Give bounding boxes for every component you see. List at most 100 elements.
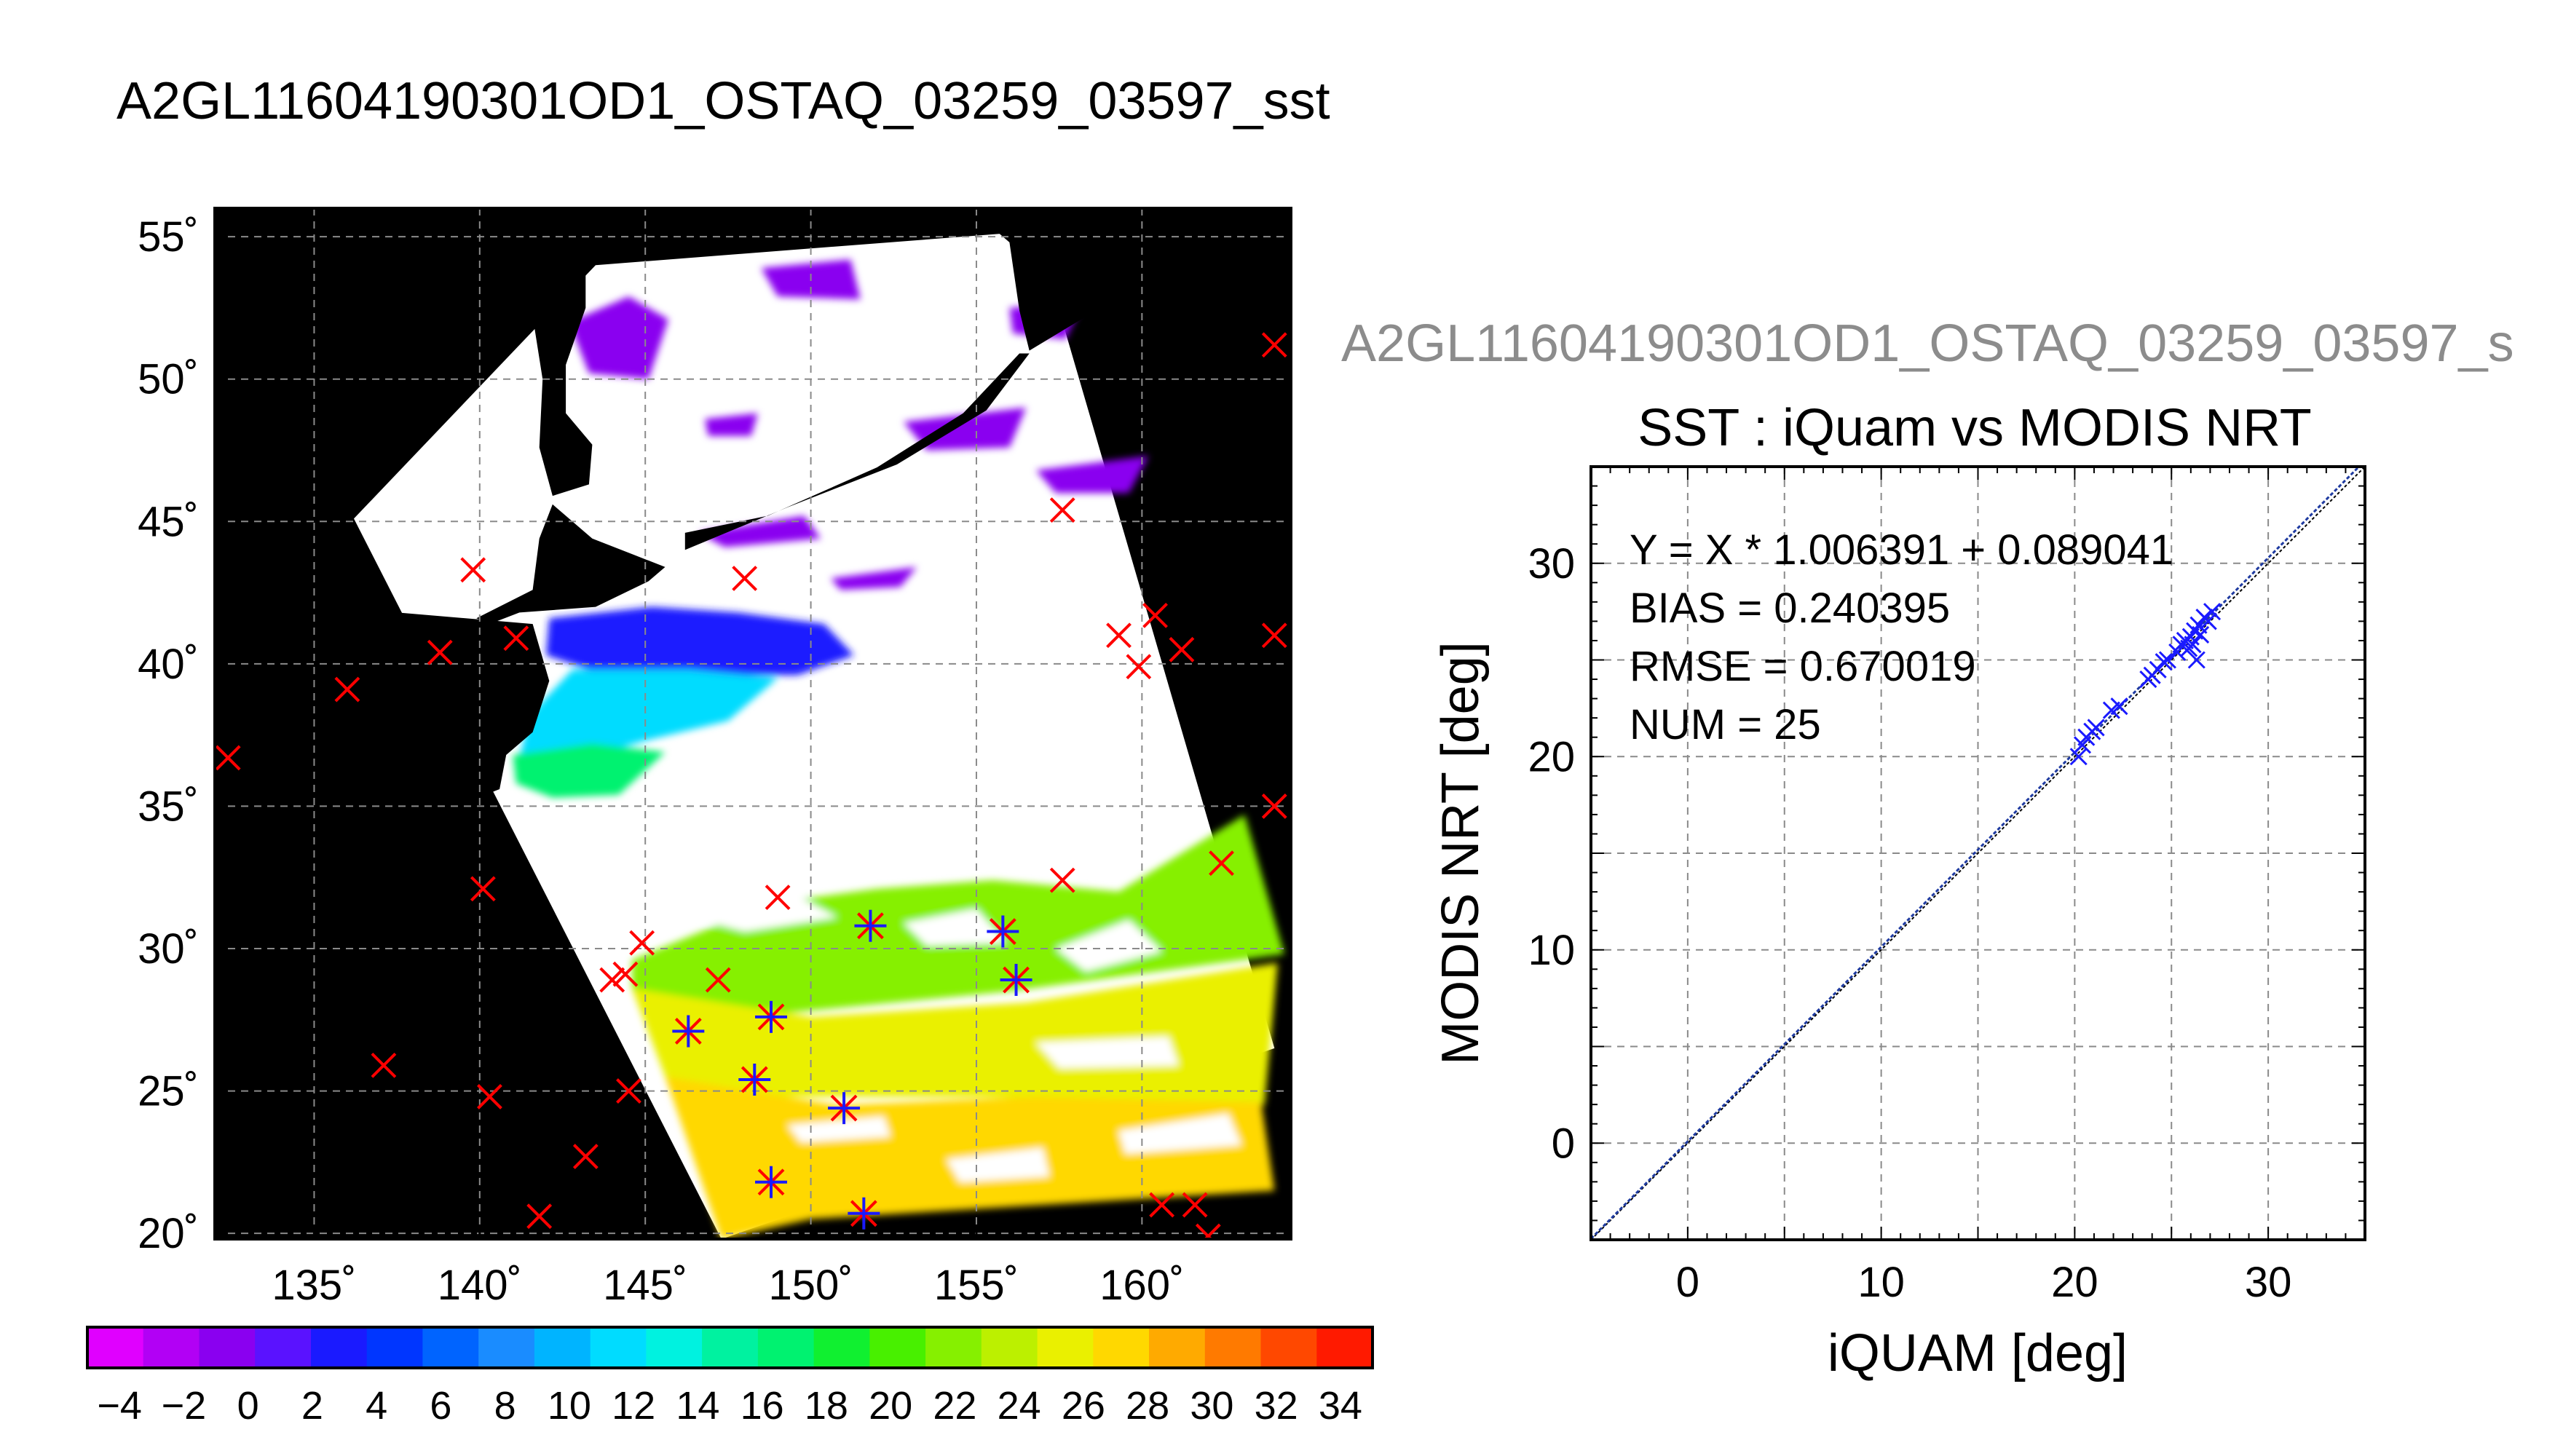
sst-region-southern-band-0	[632, 962, 1278, 1106]
unmatched-buoy-marker	[1261, 622, 1287, 649]
lat-tick-label: 40˚	[138, 641, 199, 688]
lon-tick-label: 140˚	[438, 1262, 522, 1309]
unmatched-buoy-marker	[1261, 794, 1287, 819]
cloud-patch-6	[1118, 1113, 1241, 1154]
sst-region-kuril-patches-3	[830, 566, 917, 590]
unmatched-buoy-marker	[629, 930, 655, 956]
colorbar-tick-label: 26	[1062, 1384, 1105, 1428]
sst-region-okhotsk-sea-ice-edge-0	[569, 296, 668, 379]
longitude-labels: 135˚ 140˚ 145˚ 150˚ 155˚ 160˚	[272, 1262, 1184, 1309]
colorbar-cells	[87, 1327, 1373, 1368]
colorbar-frame	[86, 1326, 1374, 1369]
latitude-labels: 20˚ 25˚ 30˚ 35˚ 40˚ 45˚ 50˚ 55˚	[138, 213, 199, 1257]
land-honshu	[331, 606, 550, 826]
colorbar-tick-label: 16	[741, 1384, 784, 1428]
scatter-x-tick-label: 20	[2051, 1259, 2098, 1306]
unmatched-buoy-marker	[1106, 622, 1132, 649]
map-axis-ticks	[215, 235, 1143, 1239]
colorbar-tick-label: 6	[430, 1384, 451, 1428]
unmatched-buoy-marker	[470, 876, 496, 902]
land-kamchatka	[969, 208, 1159, 351]
land-hokkaido	[476, 504, 666, 625]
colorbar-tick-label: 0	[237, 1384, 259, 1428]
lon-tick-label: 150˚	[769, 1262, 853, 1309]
unmatched-buoy-marker	[526, 1203, 553, 1230]
colorbar: −4 −2 0 2 4 6 8 10 12 14 16 18 20 22 24 26 28 30 32 34	[86, 1326, 1374, 1428]
colorbar-tick-label: 32	[1255, 1384, 1298, 1428]
lat-tick-label: 45˚	[138, 498, 199, 545]
scatter-title: SST : iQuam vs MODIS NRT	[1638, 399, 2312, 457]
one-to-one-line	[1591, 467, 2365, 1240]
colorbar-cell	[1204, 1327, 1262, 1368]
colorbar-cell	[757, 1327, 815, 1368]
scatter-y-tick-labels: 0 10 20 30	[1528, 540, 1575, 1168]
main-title: A2GL11604190301OD1_OSTAQ_03259_03597_sst	[117, 72, 1330, 130]
scatter-x-tick-label: 0	[1676, 1259, 1699, 1306]
colorbar-cell	[199, 1327, 256, 1368]
unmatched-buoy-marker	[1261, 332, 1287, 358]
scatter-point	[2192, 625, 2210, 644]
colorbar-cell	[813, 1327, 870, 1368]
colorbar-tick-label: 20	[869, 1384, 912, 1428]
scatter-y-tick-label: 0	[1552, 1120, 1575, 1167]
scatter-point	[2155, 653, 2173, 671]
scatter-x-axis-label: iQUAM [deg]	[1828, 1324, 2128, 1382]
colorbar-tick-label: 12	[612, 1384, 655, 1428]
scatter-points	[2069, 603, 2222, 766]
map-frame	[213, 207, 1292, 1241]
scatter-x-tick-label: 30	[2245, 1259, 2292, 1306]
scatter-point	[2189, 616, 2208, 634]
colorbar-labels: −4 −2 0 2 4 6 8 10 12 14 16 18 20 22 24 26 28 30 32 34	[97, 1384, 1362, 1428]
regression-line	[1591, 467, 2361, 1240]
sst-region-okhotsk-sea-ice-edge-3	[705, 413, 758, 436]
unmatched-buoy-marker	[1203, 1223, 1221, 1239]
colorbar-tick-label: 34	[1319, 1384, 1362, 1428]
scatter-point	[2184, 636, 2202, 654]
colorbar-cell	[1260, 1327, 1317, 1368]
sst-region-oyashio-front-0	[545, 606, 854, 676]
scatter-point	[2203, 603, 2222, 621]
land-kuril-islands	[684, 353, 1030, 550]
colorbar-cell	[1037, 1327, 1094, 1368]
unmatched-buoy-marker	[1126, 654, 1152, 680]
unmatched-buoy-marker	[599, 967, 625, 993]
colorbar-cell	[1093, 1327, 1150, 1368]
lon-tick-label: 155˚	[934, 1262, 1019, 1309]
lon-tick-label: 135˚	[272, 1262, 356, 1309]
sst-region-kuril-patches-1	[1035, 456, 1149, 494]
lat-tick-label: 25˚	[138, 1068, 199, 1115]
colorbar-cell	[478, 1327, 535, 1368]
scatter-y-tick-label: 10	[1528, 927, 1575, 974]
colorbar-tick-label: 2	[301, 1384, 323, 1428]
land-sakhalin	[532, 248, 593, 496]
colorbar-tick-label: 8	[494, 1384, 516, 1428]
scatter-stat-line: BIAS = 0.240395	[1630, 585, 1950, 632]
scatter-stat-line: RMSE = 0.670019	[1630, 643, 1976, 690]
unmatched-buoy-marker	[765, 885, 791, 911]
unmatched-buoy-marker	[477, 1084, 502, 1109]
lon-tick-label: 160˚	[1099, 1262, 1184, 1309]
colorbar-cell	[590, 1327, 647, 1368]
unmatched-buoy-marker	[732, 566, 758, 591]
colorbar-cell	[87, 1327, 144, 1368]
colorbar-tick-label: 10	[548, 1384, 591, 1428]
lat-tick-label: 20˚	[138, 1210, 199, 1257]
unmatched-buoy-marker	[1209, 850, 1234, 877]
scatter-point	[2158, 651, 2176, 669]
scatter-stat-line: NUM = 25	[1630, 701, 1821, 748]
scatter-point	[2199, 612, 2217, 630]
colorbar-cell	[422, 1327, 479, 1368]
sst-region-kuroshio-extension-0	[513, 743, 666, 798]
colorbar-cell	[366, 1327, 423, 1368]
scatter-point	[2110, 697, 2128, 716]
lat-tick-label: 35˚	[138, 783, 199, 830]
scatter-statistics: Y = X * 1.006391 + 0.089041 BIAS = 0.2403…	[1630, 526, 2173, 748]
unmatched-buoy-marker	[612, 961, 639, 987]
colorbar-cell	[534, 1327, 591, 1368]
colorbar-cell	[646, 1327, 703, 1368]
unmatched-buoy-marker	[1169, 636, 1195, 662]
unmatched-buoy-marker	[334, 676, 360, 703]
sst-field	[513, 259, 1284, 1239]
scatter-gridlines	[1591, 467, 2365, 1240]
cloud-patch-3	[1035, 1037, 1179, 1069]
